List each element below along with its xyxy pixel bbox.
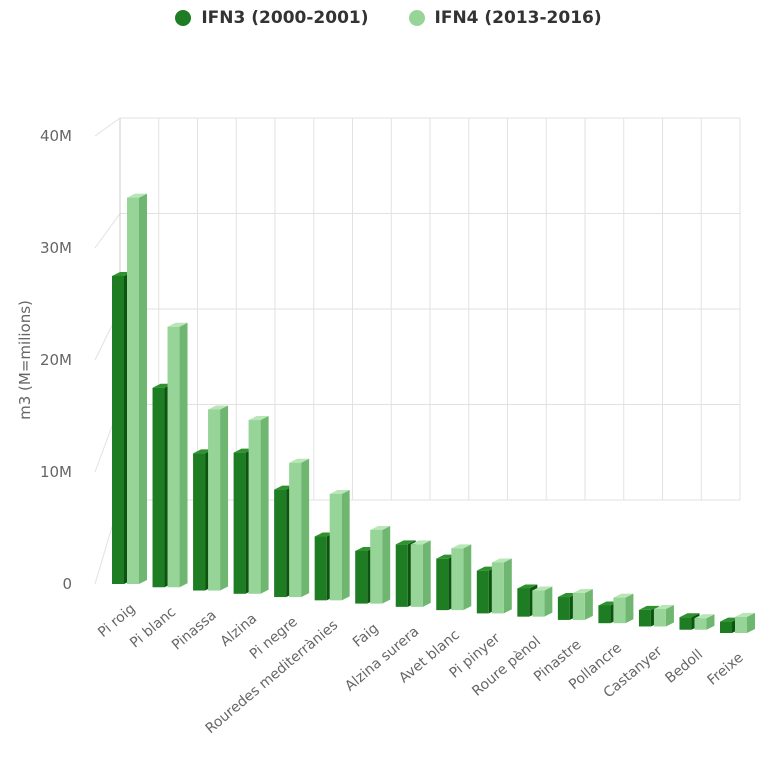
bar-ifn4 (208, 409, 221, 591)
bar-ifn3-top (395, 540, 416, 545)
bar-ifn4-top (248, 416, 269, 421)
bar-ifn4 (451, 548, 464, 611)
bar-ifn3 (517, 588, 530, 617)
bar-ifn3 (112, 276, 124, 584)
bar-ifn3 (557, 597, 570, 620)
legend-swatch-ifn3 (175, 10, 192, 26)
bar-ifn4 (572, 593, 585, 620)
bar-ifn4 (167, 326, 180, 588)
bar-ifn4-top (694, 614, 715, 619)
bar-ifn3 (395, 544, 408, 607)
bar-ifn4-top (127, 193, 147, 198)
legend-item-ifn3[interactable]: IFN3 (2000-2001) (175, 8, 369, 28)
bar-ifn4 (289, 462, 302, 598)
y-tick-label: 20M (40, 351, 72, 369)
bar-ifn4-side (544, 586, 553, 617)
bar-ifn4-top (613, 593, 634, 598)
bar-ifn3 (679, 617, 692, 630)
legend-swatch-ifn4 (408, 10, 425, 26)
bar-ifn4-side (584, 589, 593, 620)
bar-ifn4-side (301, 458, 310, 598)
bar-ifn4 (613, 597, 626, 624)
bar-ifn4-top (167, 322, 188, 327)
bar-ifn3 (274, 489, 287, 598)
bar-ifn4 (127, 197, 139, 584)
bar-ifn4-side (139, 193, 147, 584)
x-tick-label: Faig (350, 620, 382, 650)
bar-ifn3 (436, 558, 449, 611)
bar-ifn4 (248, 420, 261, 594)
bar-ifn4-side (463, 544, 472, 611)
bar-ifn3 (355, 551, 368, 604)
bar-ifn4 (735, 616, 747, 633)
bar-ifn4-top (532, 586, 553, 591)
bar-ifn3 (152, 387, 165, 588)
bar-ifn4-side (625, 593, 634, 624)
bar-ifn4-top (208, 405, 229, 410)
bar-ifn4 (532, 590, 545, 617)
bar-ifn3 (193, 453, 206, 591)
bar-ifn4-top (653, 604, 674, 609)
bar-ifn4-side (260, 416, 269, 594)
bar-ifn4-top (735, 612, 755, 617)
bar-ifn4 (329, 494, 342, 601)
legend: IFN3 (2000-2001) IFN4 (2013-2016) (0, 8, 777, 28)
x-tick-label: Bedoll (662, 647, 706, 687)
bar-ifn4-top (289, 458, 310, 463)
bar-ifn3-top (679, 613, 700, 618)
bar-ifn3-top (517, 584, 538, 589)
bar-ifn4-side (665, 604, 674, 627)
bar-ifn3 (476, 570, 489, 614)
bar-ifn4-side (341, 490, 350, 601)
y-tick-label: 10M (40, 463, 72, 481)
bar-ifn4-top (329, 490, 350, 494)
gridline-side-4 (94, 117, 121, 137)
bar-ifn4-side (503, 558, 512, 614)
bar-ifn3 (314, 536, 327, 601)
bar-ifn4-top (491, 558, 512, 563)
bar-ifn4 (694, 618, 707, 630)
y-tick-label: 30M (40, 239, 72, 257)
bar-ifn3-top (638, 605, 659, 610)
legend-label-ifn3: IFN3 (2000-2001) (201, 8, 369, 28)
gridline-side-3 (94, 213, 121, 249)
bar-ifn4 (410, 544, 423, 607)
bar-ifn4-top (572, 589, 593, 594)
bar-ifn4-top (370, 525, 391, 530)
y-tick-label: 0 (62, 575, 72, 593)
legend-label-ifn4: IFN4 (2013-2016) (434, 8, 602, 28)
bar-ifn3 (638, 609, 651, 627)
bar-ifn4 (653, 608, 666, 627)
bar-ifn4-side (220, 405, 229, 591)
bar-ifn4 (491, 562, 504, 614)
y-axis-title: m3 (M=milions) (16, 300, 34, 420)
bar-ifn4-side (179, 322, 188, 588)
y-tick-label: 40M (40, 127, 72, 145)
bar-ifn4-side (706, 614, 715, 630)
bar-ifn4-top (410, 540, 431, 545)
bar-ifn3 (720, 621, 732, 633)
bar-ifn4-side (747, 612, 755, 633)
bar-ifn3 (233, 452, 246, 594)
legend-item-ifn4[interactable]: IFN4 (2013-2016) (408, 8, 602, 28)
bar-ifn4 (370, 529, 383, 604)
bar-ifn4-side (422, 540, 431, 607)
bar-ifn3 (598, 605, 611, 624)
bar-ifn4-top (451, 544, 472, 549)
x-tick-label: Freixe (705, 650, 747, 689)
bar-ifn4-side (382, 525, 391, 604)
